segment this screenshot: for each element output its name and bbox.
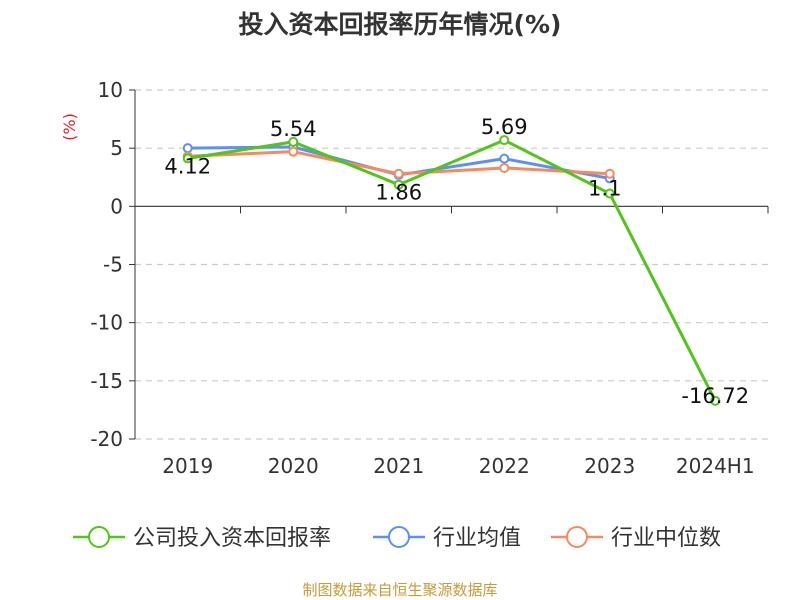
y-tick-label: -10 — [90, 311, 123, 335]
legend-item[interactable]: 公司投入资本回报率 — [73, 526, 331, 551]
y-tick-label: -15 — [90, 369, 123, 393]
data-point[interactable] — [288, 136, 299, 147]
x-tick-label: 2023 — [584, 454, 635, 478]
series-line — [187, 138, 717, 402]
legend-item[interactable]: 行业均值 — [373, 526, 521, 551]
data-point[interactable] — [604, 188, 615, 199]
legend-label: 公司投入资本回报率 — [133, 526, 331, 551]
y-tick-label: -5 — [103, 253, 123, 277]
grid — [135, 89, 768, 440]
data-labels: 4.12 5.54 1.86 5.69 1.1 -16.72 — [164, 115, 749, 408]
legend-label: 行业中位数 — [611, 526, 721, 551]
y-tick-label: 10 — [98, 78, 123, 102]
x-tick-label: 2021 — [373, 454, 424, 478]
data-point[interactable] — [182, 153, 193, 164]
data-point[interactable] — [499, 153, 510, 164]
legend-marker — [88, 526, 110, 548]
data-point[interactable] — [710, 395, 721, 406]
axes: 10 5 0 -5 -10 -15 -20 2019 2020 2021 2022 2023 2024H… — [90, 78, 769, 478]
data-label: 5.69 — [481, 115, 528, 139]
source-note: 制图数据来自恒生聚源数据库 — [302, 581, 497, 599]
data-point[interactable] — [393, 179, 404, 190]
x-tick-label: 2019 — [162, 454, 213, 478]
legend[interactable]: 公司投入资本回报率 行业均值 行业中位数 — [73, 526, 721, 551]
data-point[interactable] — [604, 168, 615, 179]
x-tick-label: 2024H1 — [676, 454, 755, 478]
data-point[interactable] — [499, 135, 510, 146]
legend-marker — [388, 526, 410, 548]
x-tick-label: 2020 — [268, 454, 319, 478]
y-tick-label: 5 — [110, 136, 123, 160]
legend-label: 行业均值 — [433, 526, 521, 551]
data-label: 1.1 — [588, 177, 621, 201]
data-point[interactable] — [288, 146, 299, 157]
legend-marker — [566, 526, 588, 548]
data-label: 5.54 — [270, 117, 317, 141]
y-axis-label: (%) — [60, 113, 79, 141]
data-point[interactable] — [182, 143, 193, 154]
x-tick-label: 2022 — [479, 454, 530, 478]
legend-item[interactable]: 行业中位数 — [551, 526, 721, 551]
data-point[interactable] — [499, 162, 510, 173]
chart-title: 投入资本回报率历年情况(%) — [239, 10, 562, 39]
y-tick-label: 0 — [110, 194, 123, 218]
y-tick-label: -20 — [90, 427, 123, 451]
data-point[interactable] — [393, 168, 404, 179]
series-layer — [182, 135, 721, 406]
data-label: 4.12 — [164, 154, 211, 178]
data-label: 1.86 — [375, 181, 422, 205]
data-label: -16.72 — [681, 384, 749, 408]
